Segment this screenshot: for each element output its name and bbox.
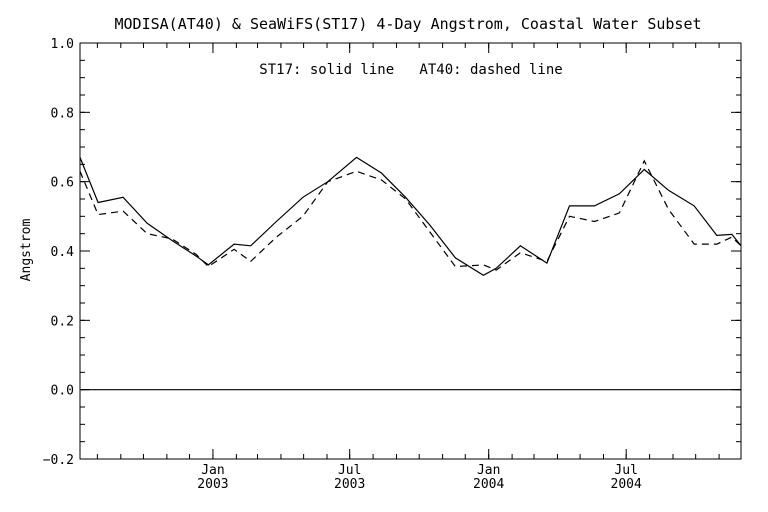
y-tick-label: 0.8 — [51, 106, 74, 121]
x-tick-label-month: Jul — [614, 463, 637, 478]
y-tick-label: 1.0 — [51, 37, 74, 52]
x-tick-label-month: Jan — [477, 463, 500, 478]
plot-frame — [79, 42, 742, 460]
y-tick-label: 0.6 — [51, 176, 74, 191]
y-axis-label: Angstrom — [19, 219, 34, 282]
axes: 1.00.80.60.40.20.0−0.2Jan2003Jul2003Jan2… — [43, 37, 741, 492]
y-tick-label: 0.4 — [51, 245, 75, 260]
chart-title: MODISA(AT40) & SeaWiFS(ST17) 4-Day Angst… — [115, 15, 702, 33]
series-group — [79, 156, 742, 276]
series-line-at40 — [79, 159, 742, 271]
x-tick-label-year: 2003 — [197, 477, 228, 492]
y-tick-label: −0.2 — [43, 453, 74, 468]
x-tick-label-month: Jul — [338, 463, 361, 478]
x-tick-label-year: 2003 — [334, 477, 365, 492]
y-tick-label: 0.0 — [51, 384, 74, 399]
x-tick-label-year: 2004 — [473, 477, 504, 492]
y-tick-label: 0.2 — [51, 314, 74, 329]
x-tick-label-month: Jan — [201, 463, 224, 478]
series-line-st17 — [79, 156, 742, 276]
x-tick-label-year: 2004 — [611, 477, 642, 492]
legend-annotation: ST17: solid line AT40: dashed line — [259, 62, 562, 78]
